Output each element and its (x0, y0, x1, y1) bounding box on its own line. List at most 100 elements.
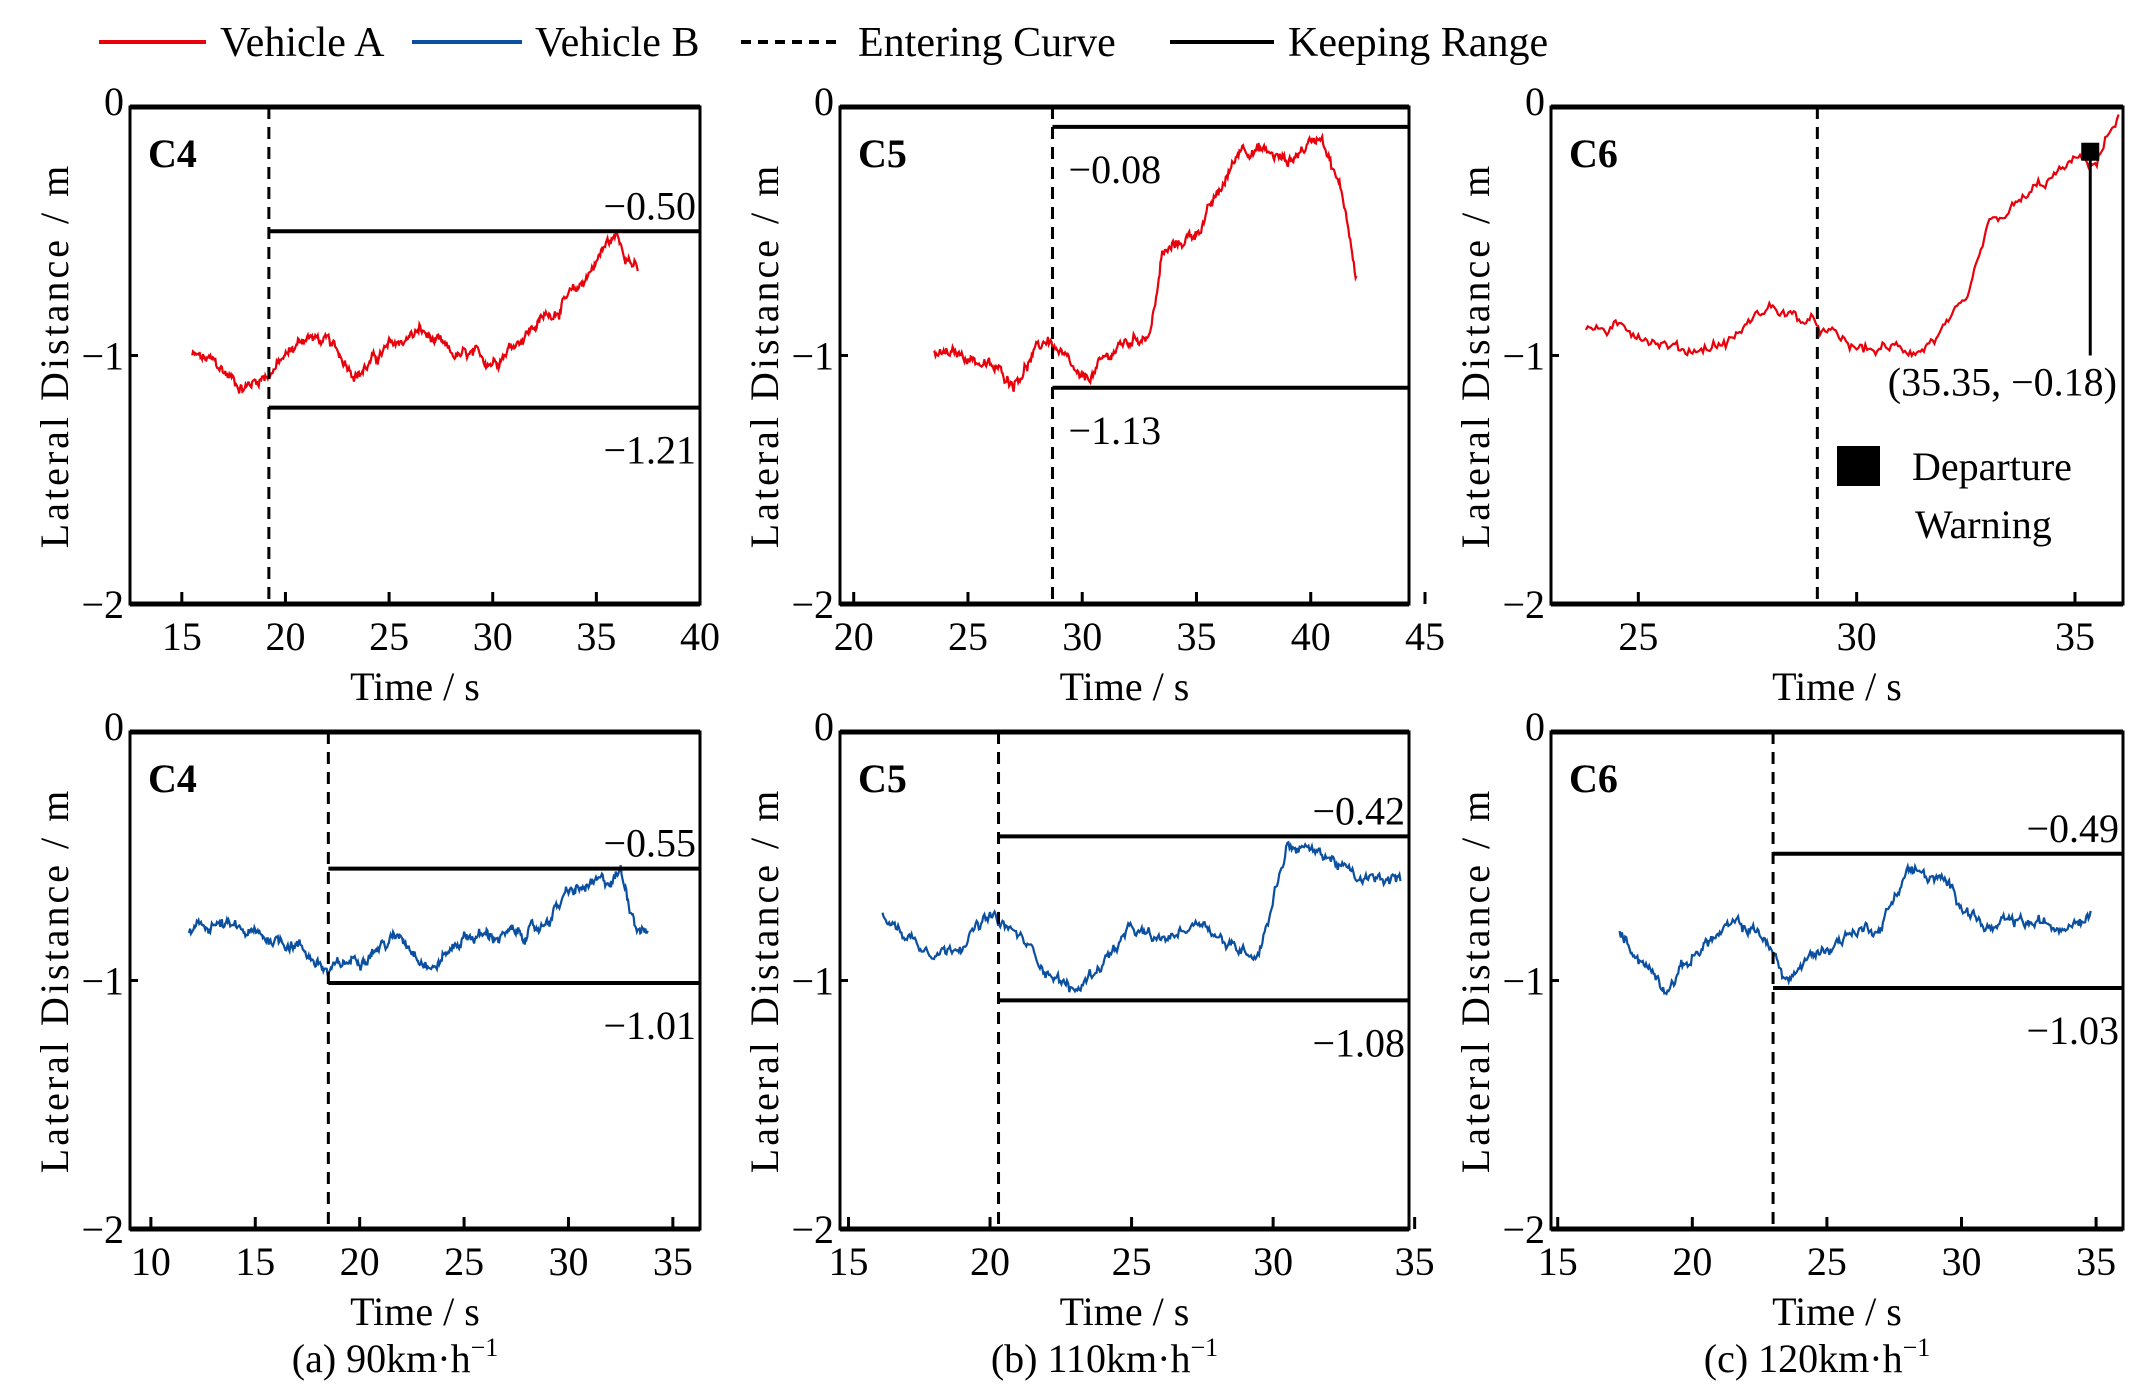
panel-c4-vehicle-b: −0.55 −1.01 10 15 20 25 30 35 0 −1 −2 Time / s Later… (32, 704, 702, 1334)
x-tick-label: 15 (162, 614, 202, 659)
series-line-vehicle-a (932, 132, 1358, 392)
caption-superscript: −1 (1903, 1333, 1931, 1362)
x-tick-label: 35 (1395, 1239, 1435, 1284)
panel-label: C6 (1569, 756, 1618, 801)
panel-c6-vehicle-a: (35.35, −0.18) Departure Warning 25 30 35 0 −1 −… (1453, 79, 2125, 709)
plot-frame (128, 730, 702, 1231)
x-tick-label: 40 (680, 614, 720, 659)
lower-range-label: −1.01 (603, 1003, 696, 1048)
x-tick-label: 40 (1291, 614, 1331, 659)
caption-text: (b) 110km·h (991, 1336, 1191, 1381)
y-tick-label: 0 (1525, 704, 1545, 749)
x-tick-label: 30 (548, 1239, 588, 1284)
y-tick-label: 0 (814, 79, 834, 124)
y-axis-label: Lateral Distance / m (742, 788, 787, 1173)
x-tick-label: 30 (1062, 614, 1102, 659)
y-axis-label: Lateral Distance / m (1453, 788, 1498, 1173)
y-tick-label: 0 (104, 79, 124, 124)
y-tick-label: −2 (81, 1207, 124, 1252)
y-tick-label: −1 (1502, 959, 1545, 1004)
panels: −0.50 −1.21 15 20 25 30 35 40 0 −1 −2 Time / s Later… (32, 79, 2125, 1334)
x-axis-label: Time / s (1772, 1289, 1902, 1334)
lower-range-label: −1.08 (1312, 1020, 1405, 1065)
caption-superscript: −1 (1190, 1333, 1218, 1362)
column-caption: (a) 90km·h−1 (292, 1333, 499, 1381)
x-tick-label: 25 (369, 614, 409, 659)
x-tick-label: 25 (444, 1239, 484, 1284)
series-line-vehicle-b (881, 840, 1402, 994)
x-tick-label: 15 (828, 1239, 868, 1284)
x-tick-label: 30 (1837, 614, 1877, 659)
column-caption: (c) 120km·h−1 (1704, 1333, 1931, 1381)
panel-c5-vehicle-b: −0.42 −1.08 15 20 25 30 35 0 −1 −2 Time / s Lateral… (742, 704, 1435, 1334)
x-tick-label: 20 (1672, 1239, 1712, 1284)
y-tick-label: −1 (791, 959, 834, 1004)
y-tick-label: 0 (814, 704, 834, 749)
panel-c6-vehicle-b: −0.49 −1.03 15 20 25 30 35 0 −1 −2 Time / s Lateral… (1453, 704, 2125, 1334)
x-tick-label: 15 (235, 1239, 275, 1284)
x-tick-label: 10 (131, 1239, 171, 1284)
y-tick-label: −1 (81, 334, 124, 379)
lower-range-label: −1.13 (1069, 408, 1162, 453)
legend-label: Entering Curve (858, 20, 1116, 66)
x-axis-label: Time / s (1772, 664, 1902, 709)
panel-label: C4 (148, 756, 197, 801)
column-caption: (b) 110km·h−1 (991, 1333, 1218, 1381)
legend-label: Keeping Range (1288, 20, 1548, 66)
departure-warning-legend-label: Departure (1912, 444, 2072, 489)
series-line-vehicle-a (1584, 114, 2120, 359)
panel-label: C5 (858, 131, 907, 176)
y-tick-label: −1 (81, 959, 124, 1004)
panel-label: C5 (858, 756, 907, 801)
y-tick-label: −1 (791, 334, 834, 379)
x-axis-label: Time / s (350, 664, 480, 709)
x-tick-label: 45 (1405, 614, 1445, 659)
panel-c4-vehicle-a: −0.50 −1.21 15 20 25 30 35 40 0 −1 −2 Time / s Later… (32, 79, 720, 709)
x-tick-label: 20 (265, 614, 305, 659)
upper-range-label: −0.55 (603, 821, 696, 866)
departure-warning-marker (2081, 142, 2100, 161)
panel-c5-vehicle-a: −0.08 −1.13 20 25 30 35 40 45 0 −1 −2 Time / s Later… (742, 79, 1445, 709)
panel-label: C6 (1569, 131, 1618, 176)
departure-warning-legend-label: Warning (1915, 502, 2052, 547)
x-tick-label: 35 (576, 614, 616, 659)
y-tick-label: −1 (1502, 334, 1545, 379)
series-line-vehicle-b (187, 865, 649, 977)
y-tick-label: 0 (104, 704, 124, 749)
x-tick-label: 25 (1807, 1239, 1847, 1284)
x-tick-label: 35 (653, 1239, 693, 1284)
x-axis-label: Time / s (1060, 1289, 1190, 1334)
caption-superscript: −1 (471, 1333, 499, 1362)
x-tick-label: 20 (834, 614, 874, 659)
y-tick-label: −2 (791, 582, 834, 627)
x-tick-label: 25 (1112, 1239, 1152, 1284)
series-line-vehicle-b (1618, 862, 2092, 996)
warning-coordinate-label: (35.35, −0.18) (1888, 360, 2117, 405)
y-tick-label: −2 (1502, 1207, 1545, 1252)
x-tick-label: 30 (1253, 1239, 1293, 1284)
upper-range-label: −0.42 (1312, 788, 1405, 833)
legend-label: Vehicle B (535, 20, 699, 66)
y-tick-label: −2 (81, 582, 124, 627)
x-tick-label: 25 (948, 614, 988, 659)
upper-range-label: −0.49 (2026, 806, 2119, 851)
caption-text: (c) 120km·h (1704, 1336, 1903, 1381)
y-axis-label: Lateral Distance / m (32, 788, 77, 1173)
lower-range-label: −1.03 (2026, 1008, 2119, 1053)
x-axis-label: Time / s (350, 1289, 480, 1334)
x-tick-label: 20 (970, 1239, 1010, 1284)
caption-text: (a) 90km·h (292, 1336, 471, 1381)
x-tick-label: 35 (1176, 614, 1216, 659)
y-axis-label: Lateral Distance / m (1453, 163, 1498, 548)
x-tick-label: 25 (1618, 614, 1658, 659)
x-axis-label: Time / s (1060, 664, 1190, 709)
upper-range-label: −0.08 (1069, 147, 1162, 192)
upper-range-label: −0.50 (603, 183, 696, 228)
x-tick-label: 20 (340, 1239, 380, 1284)
x-tick-label: 30 (1941, 1239, 1981, 1284)
y-axis-label: Lateral Distance / m (742, 163, 787, 548)
series-line-vehicle-a (191, 232, 639, 394)
departure-warning-legend-swatch (1837, 446, 1880, 486)
lower-range-label: −1.21 (603, 428, 696, 473)
